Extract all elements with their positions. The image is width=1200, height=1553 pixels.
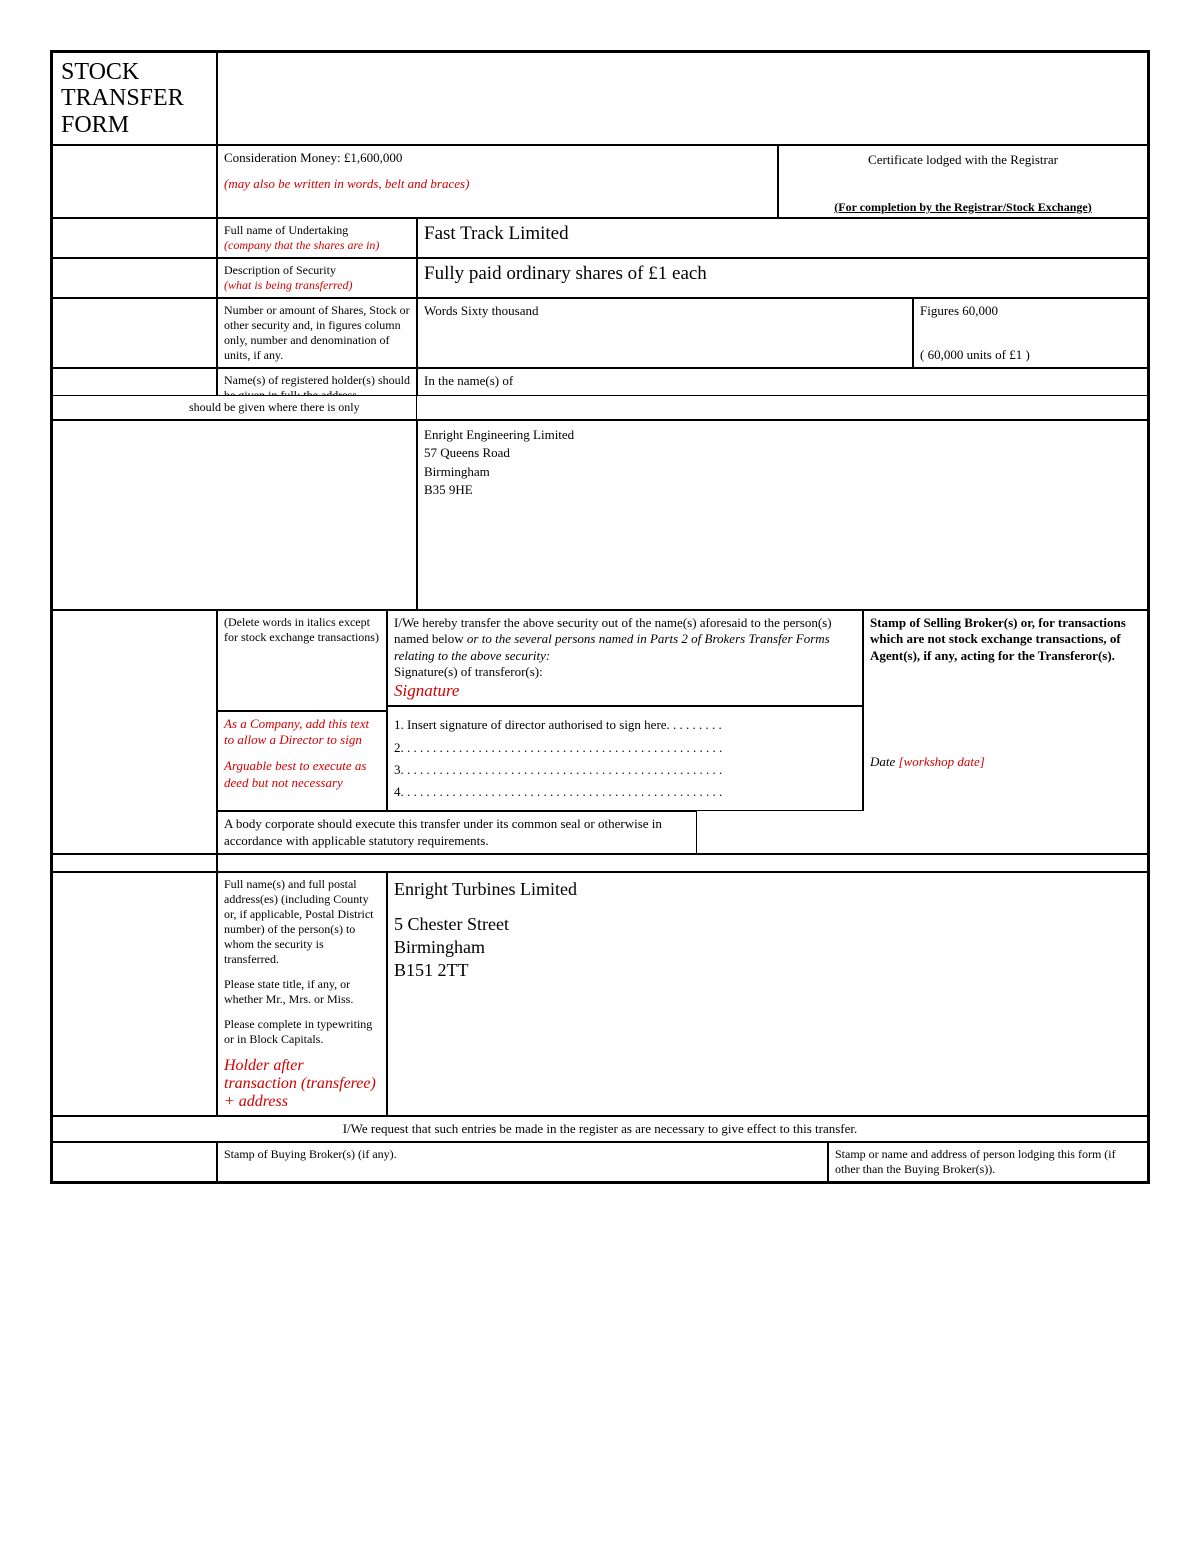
margin-blank-2 <box>52 218 217 258</box>
consideration-cell: Consideration Money: £1,600,000 (may als… <box>217 145 778 218</box>
company-note-cell: As a Company, add this text to allow a D… <box>217 711 387 812</box>
transferee-label2: Please state title, if any, or whether M… <box>224 977 380 1007</box>
registrar-cell: Certificate lodged with the Registrar (F… <box>778 145 1148 218</box>
holder-name: Enright Engineering Limited <box>424 427 1141 443</box>
security-label: Description of Security <box>224 263 410 278</box>
title-blank <box>217 52 1148 145</box>
holder-addr2: Birmingham <box>424 464 1141 480</box>
security-value: Fully paid ordinary shares of £1 each <box>417 258 1148 298</box>
transferee-address: Enright Turbines Limited 5 Chester Stree… <box>387 872 1148 1116</box>
footer-buying: Stamp of Buying Broker(s) (if any). <box>217 1142 828 1182</box>
consideration-note: (may also be written in words, belt and … <box>224 176 771 192</box>
margin-blank-6 <box>52 610 217 811</box>
holder-blank-strip <box>417 396 1148 420</box>
date-line: Date [workshop date] <box>870 754 1141 770</box>
amount-units: ( 60,000 units of £1 ) <box>920 347 1141 363</box>
holder-label1: Name(s) of registered holder(s) should b… <box>217 368 417 396</box>
holder-label2: should be given where there is only <box>52 396 417 420</box>
registrar-completion: (For completion by the Registrar/Stock E… <box>779 200 1147 215</box>
undertaking-label: Full name of Undertaking <box>224 223 410 238</box>
amount-words: Words Sixty thousand <box>417 298 913 369</box>
company-note2: Arguable best to execute as deed but not… <box>224 758 380 791</box>
transfer-body-cell: I/We hereby transfer the above security … <box>387 610 863 706</box>
spacer-strip <box>217 854 1148 872</box>
sig-line-4: 4. . . . . . . . . . . . . . . . . . . .… <box>394 784 856 800</box>
transferee-label3: Please complete in typewriting or in Blo… <box>224 1017 380 1047</box>
delete-note: (Delete words in italics except for stoc… <box>217 610 387 711</box>
transferee-label-cell: Full name(s) and full postal address(es)… <box>217 872 387 1116</box>
company-note1: As a Company, add this text to allow a D… <box>224 716 380 749</box>
sig-line-1: 1. Insert signature of director authoris… <box>394 717 856 733</box>
margin-blank-9 <box>52 872 217 1116</box>
form-title: STOCK TRANSFER FORM <box>52 52 217 145</box>
transferee-addr3: B151 2TT <box>394 960 1141 981</box>
security-label-cell: Description of Security (what is being t… <box>217 258 417 298</box>
sig-word: Signature <box>394 680 856 701</box>
sig-line-3: 3. . . . . . . . . . . . . . . . . . . .… <box>394 762 856 778</box>
stamp-text: Stamp of Selling Broker(s) or, for trans… <box>870 615 1141 664</box>
margin-blank-7 <box>52 811 217 854</box>
holder-addr3: B35 9HE <box>424 482 1141 498</box>
margin-blank-4 <box>52 298 217 369</box>
undertaking-label-cell: Full name of Undertaking (company that t… <box>217 218 417 258</box>
holder-left-blank <box>52 420 417 610</box>
date-value: [workshop date] <box>899 754 985 769</box>
stock-transfer-form: STOCK TRANSFER FORM Consideration Money:… <box>50 50 1150 1184</box>
transferee-addr1: 5 Chester Street <box>394 914 1141 935</box>
holder-addr1: 57 Queens Road <box>424 445 1141 461</box>
security-note: (what is being transferred) <box>224 278 410 293</box>
margin-blank-1 <box>52 145 217 218</box>
transferee-note: Holder after transaction (transferee) + … <box>224 1057 380 1111</box>
corporate-note: A body corporate should execute this tra… <box>217 811 697 854</box>
in-name-of: In the name(s) of <box>417 368 1148 396</box>
undertaking-value: Fast Track Limited <box>417 218 1148 258</box>
margin-blank-10 <box>52 1142 217 1182</box>
transferee-name: Enright Turbines Limited <box>394 879 1141 900</box>
transferee-addr2: Birmingham <box>394 937 1141 958</box>
amount-figures: Figures 60,000 <box>920 303 1141 319</box>
sig-label: Signature(s) of transferor(s): <box>394 664 856 680</box>
transferee-label: Full name(s) and full postal address(es)… <box>224 877 380 967</box>
stamp-cell: Stamp of Selling Broker(s) or, for trans… <box>863 610 1148 811</box>
holder-address: Enright Engineering Limited 57 Queens Ro… <box>417 420 1148 610</box>
margin-blank-5 <box>52 368 217 396</box>
margin-blank-8 <box>52 854 217 872</box>
request-line: I/We request that such entries be made i… <box>52 1116 1148 1142</box>
amount-label: Number or amount of Shares, Stock or oth… <box>217 298 417 369</box>
consideration-label: Consideration Money: £1,600,000 <box>224 150 771 166</box>
corporate-blank <box>697 811 1148 854</box>
margin-blank-3 <box>52 258 217 298</box>
registrar-lodged: Certificate lodged with the Registrar <box>785 152 1141 168</box>
signature-lines: 1. Insert signature of director authoris… <box>387 706 863 811</box>
undertaking-note: (company that the shares are in) <box>224 238 410 253</box>
sig-line-2: 2. . . . . . . . . . . . . . . . . . . .… <box>394 740 856 756</box>
amount-figures-cell: Figures 60,000 ( 60,000 units of £1 ) <box>913 298 1148 369</box>
footer-lodging: Stamp or name and address of person lodg… <box>828 1142 1148 1182</box>
date-label: Date <box>870 754 899 769</box>
